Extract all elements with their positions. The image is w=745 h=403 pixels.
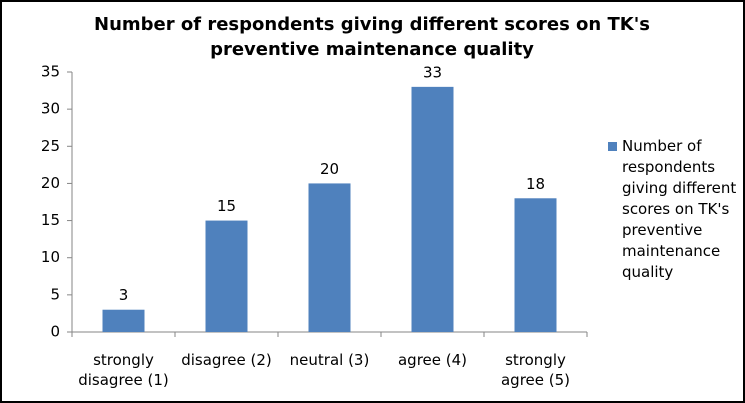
x-tick-label: strongly disagree (1) (78, 351, 169, 389)
y-tick-label: 20 (41, 174, 60, 192)
legend-swatch (608, 142, 617, 151)
bar (102, 309, 145, 332)
legend-label: Number of respondents giving different s… (622, 137, 737, 281)
y-tick-label: 5 (50, 285, 60, 303)
bar (514, 198, 557, 332)
y-tick-label: 15 (41, 211, 60, 229)
bar (205, 220, 248, 332)
bar (411, 86, 454, 332)
y-tick-label: 30 (41, 100, 60, 118)
data-label: 3 (119, 286, 129, 304)
y-tick-label: 35 (41, 63, 60, 81)
x-tick-label: strongly agree (5) (500, 351, 571, 389)
y-tick-label: 25 (41, 137, 60, 155)
bar (308, 183, 351, 332)
x-tick-label: disagree (2) (181, 351, 272, 369)
data-label: 33 (423, 63, 442, 81)
x-tick-label: neutral (3) (289, 351, 370, 369)
x-tick-label: agree (4) (397, 351, 468, 369)
y-tick-label: 10 (41, 248, 60, 266)
y-tick-label: 0 (50, 323, 60, 341)
data-label: 20 (320, 160, 339, 178)
chart-title: Number of respondents giving different s… (94, 14, 650, 60)
data-label: 15 (217, 197, 236, 215)
data-label: 18 (526, 175, 545, 193)
